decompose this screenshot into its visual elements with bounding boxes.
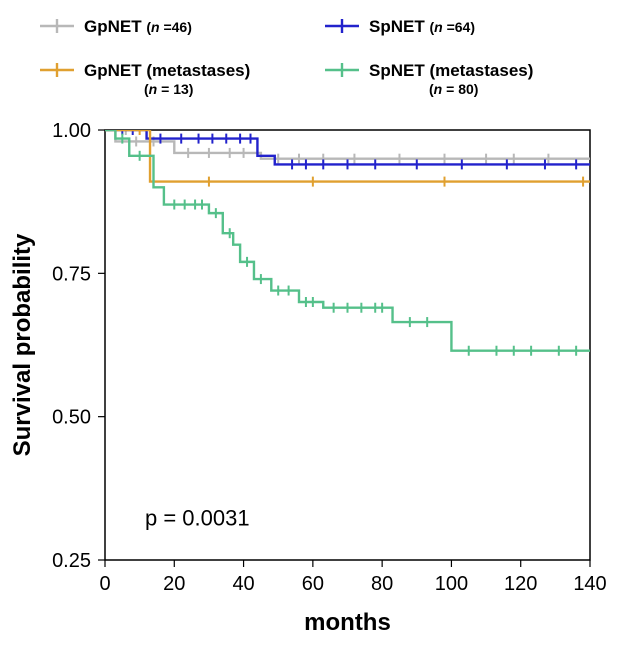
x-tick-label: 20 <box>163 573 185 595</box>
p-value-text: p = 0.0031 <box>145 506 250 531</box>
x-tick-label: 0 <box>99 573 110 595</box>
legend-label: GpNET (n =46) <box>84 17 192 36</box>
legend-entry-gpnet_met: GpNET (metastases) (n = 13) <box>40 61 250 97</box>
legend-label: GpNET (metastases) <box>84 61 250 80</box>
x-tick-label: 80 <box>371 573 393 595</box>
y-tick-label: 0.75 <box>52 263 91 285</box>
x-tick-label: 40 <box>232 573 254 595</box>
curve-gpnet <box>105 130 590 159</box>
legend-sub: (n = 80) <box>429 81 478 97</box>
legend-label: SpNET (n =64) <box>369 17 475 36</box>
km-survival-chart: GpNET (n =46) SpNET (n =64) GpNET (metasta… <box>0 0 630 660</box>
y-tick-label: 0.50 <box>52 407 91 429</box>
x-tick-label: 120 <box>504 573 537 595</box>
legend-entry-spnet_met: SpNET (metastases) (n = 80) <box>325 61 533 97</box>
plot-panel <box>105 130 590 560</box>
plot-series-group <box>105 125 590 356</box>
x-tick-label: 100 <box>435 573 468 595</box>
x-tick-label: 140 <box>573 573 606 595</box>
y-tick-label: 0.25 <box>52 550 91 572</box>
y-axis-title: Survival probability <box>9 233 36 456</box>
x-tick-label: 60 <box>302 573 324 595</box>
y-tick-label: 1.00 <box>52 120 91 142</box>
legend-sub: (n = 13) <box>144 81 193 97</box>
legend-entry-gpnet: GpNET (n =46) <box>40 17 192 36</box>
legend-label: SpNET (metastases) <box>369 61 533 80</box>
x-axis-title: months <box>304 609 391 636</box>
chart-svg: GpNET (n =46) SpNET (n =64) GpNET (metasta… <box>0 0 630 660</box>
legend-entry-spnet: SpNET (n =64) <box>325 17 475 36</box>
